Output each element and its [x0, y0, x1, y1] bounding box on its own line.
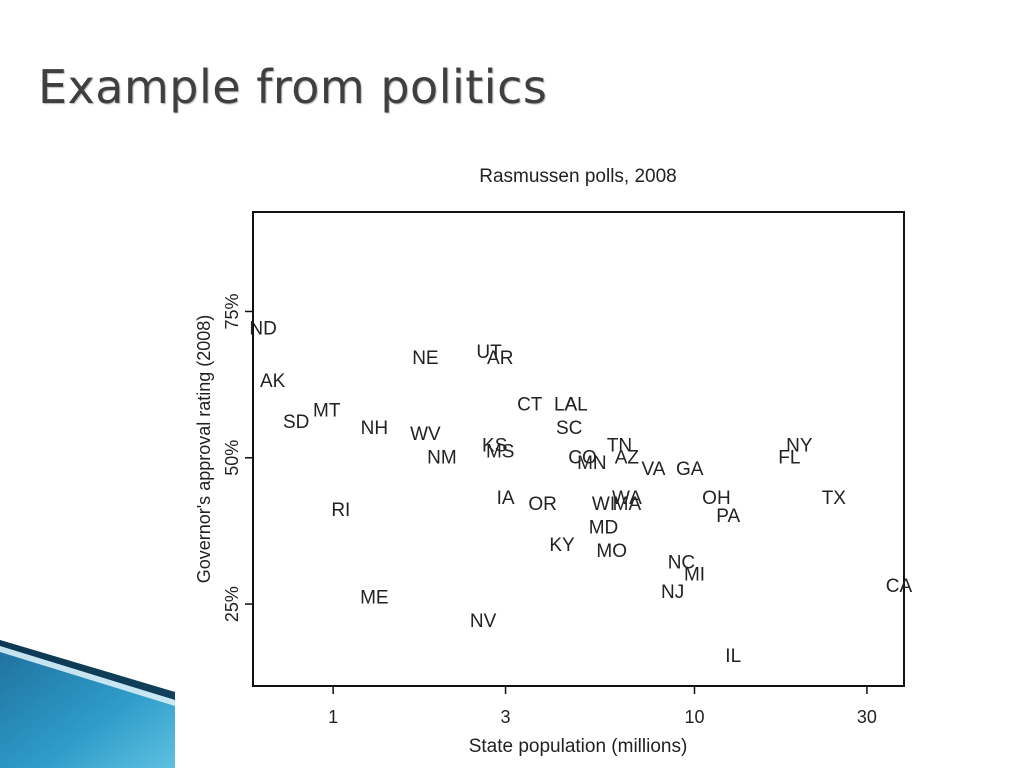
data-point-label: NY [786, 436, 813, 457]
data-point-label: NE [412, 348, 438, 369]
x-axis-label: State population (millions) [469, 736, 688, 757]
data-point-label: SD [283, 412, 309, 433]
data-point-label: MI [684, 564, 705, 585]
x-tick-label: 3 [501, 707, 511, 727]
data-point-label: AZ [615, 447, 640, 468]
data-point-label: MO [596, 541, 627, 562]
data-point-label: AL [564, 395, 587, 416]
x-axis: 1 3 10 30 [328, 686, 877, 727]
data-point-label: AK [260, 371, 286, 392]
plot-frame [252, 211, 905, 687]
data-point-label: KY [549, 535, 575, 556]
data-point-label: NV [470, 611, 497, 632]
data-point-label: OR [528, 494, 557, 515]
y-tick-label: 50% [222, 440, 242, 476]
data-point-label: UT [476, 342, 502, 363]
data-point-label: NM [427, 447, 457, 468]
x-tick-label: 30 [857, 707, 877, 727]
x-tick-label: 10 [684, 707, 704, 727]
data-point-label: KS [482, 436, 507, 457]
data-point-label: NH [361, 418, 388, 439]
data-point-label: NC [668, 553, 695, 574]
y-axis-label: Governor's approval rating (2008) [194, 315, 214, 584]
data-point-label: MN [577, 453, 607, 474]
data-point-label: WI [592, 494, 615, 515]
data-point-label: WA [612, 488, 642, 509]
slide-title: Example from politics [38, 60, 548, 114]
y-axis: 25% 50% 75% [222, 293, 253, 622]
data-point-label: IA [497, 488, 515, 509]
data-point-label: RI [331, 500, 350, 521]
data-point-label: ND [249, 319, 276, 340]
y-tick-label: 75% [222, 293, 242, 329]
data-point-label: CO [568, 447, 597, 468]
data-point-label: MT [313, 400, 341, 421]
data-point-label: MD [589, 518, 619, 539]
y-tick-label: 25% [222, 586, 242, 622]
data-point-label: LA [554, 395, 578, 416]
data-point-label: GA [676, 459, 704, 480]
x-tick-label: 1 [328, 707, 338, 727]
data-point-label: SC [556, 418, 582, 439]
corner-arrow-graphic [0, 640, 175, 768]
data-point-label: TN [607, 436, 632, 457]
data-point-label: NJ [661, 582, 684, 603]
chart-title: Rasmussen polls, 2008 [479, 166, 677, 187]
data-point-label: OH [702, 488, 731, 509]
data-point-label: MA [613, 494, 642, 515]
data-point-label: AR [487, 348, 513, 369]
data-point-label: WV [410, 424, 441, 445]
data-point-label: TX [822, 488, 847, 509]
data-point-label: VA [642, 459, 666, 480]
data-point-label: IL [725, 646, 741, 667]
data-point-label: FL [778, 447, 800, 468]
data-point-label: ME [360, 588, 389, 609]
data-point-label: MS [486, 441, 515, 462]
data-point-label: CA [886, 576, 913, 597]
data-point-label: CT [517, 395, 543, 416]
data-point-label: PA [716, 506, 740, 527]
